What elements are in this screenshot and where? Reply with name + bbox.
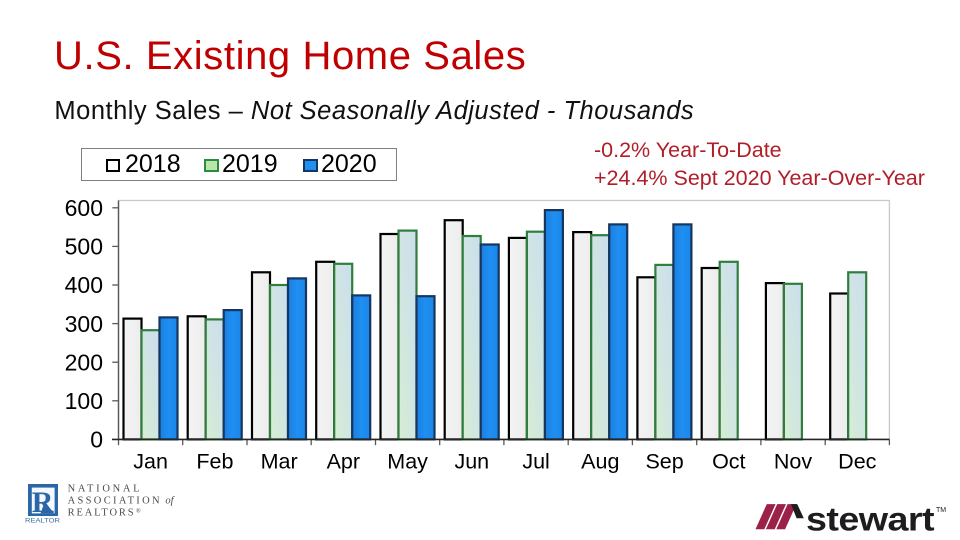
svg-text:Jan: Jan (133, 450, 168, 474)
svg-text:Apr: Apr (327, 450, 360, 474)
svg-text:Aug: Aug (581, 450, 619, 474)
svg-text:100: 100 (65, 388, 103, 414)
svg-text:NATIONAL: NATIONAL (68, 483, 140, 494)
svg-text:Feb: Feb (196, 450, 233, 474)
svg-text:Jun: Jun (454, 450, 489, 474)
svg-text:400: 400 (65, 272, 103, 298)
svg-text:500: 500 (65, 234, 103, 260)
svg-text:R: R (32, 486, 54, 519)
svg-text:REALTOR: REALTOR (25, 518, 60, 525)
svg-text:300: 300 (65, 311, 103, 337)
svg-text:200: 200 (65, 349, 103, 375)
svg-text:TM: TM (936, 507, 946, 514)
svg-text:Nov: Nov (774, 450, 812, 474)
svg-text:Oct: Oct (712, 450, 745, 474)
svg-text:0: 0 (90, 427, 103, 453)
svg-text:Jul: Jul (522, 450, 549, 474)
svg-text:Mar: Mar (261, 450, 298, 474)
svg-text:Sep: Sep (645, 450, 683, 474)
svg-text:600: 600 (65, 195, 103, 221)
svg-text:Dec: Dec (838, 450, 876, 474)
svg-text:stewart: stewart (806, 501, 935, 538)
svg-text:May: May (387, 450, 428, 474)
svg-text:REALTORS®: REALTORS ® (68, 507, 141, 518)
